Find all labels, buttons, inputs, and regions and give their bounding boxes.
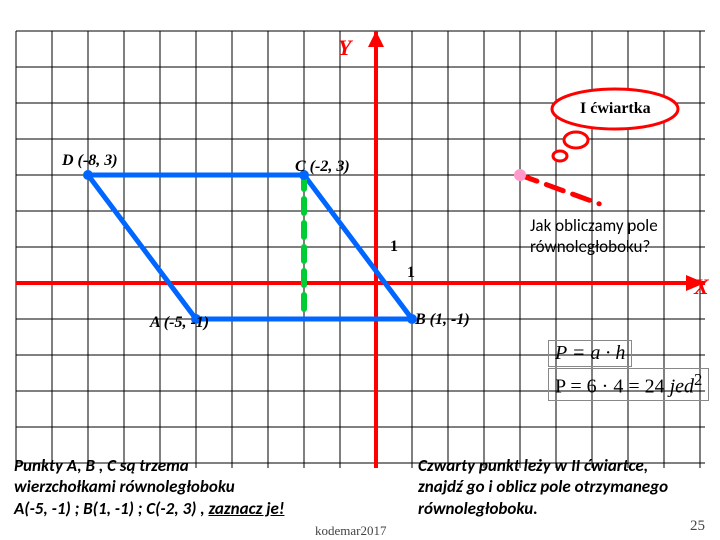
point-label-B: B (1, -1) [415, 311, 470, 329]
axis-label-y: Y [338, 35, 351, 61]
axis-label-x: X [694, 274, 709, 300]
tick-label-1y: 1 [390, 238, 398, 256]
formula-2: P = 6 · 4 = 24 jed2 [548, 368, 709, 401]
footer-left-block: Punkty A, B , C są trzemawierzchołkami r… [14, 455, 404, 519]
page-number: 25 [690, 518, 705, 535]
question-text: Jak obliczamy pole równoległoboku? [530, 215, 710, 258]
point-label-A: A (-5, -1) [150, 314, 209, 332]
quadrant-bubble-text: I ćwiartka [580, 100, 651, 118]
point-label-C: C (-2, 3) [295, 158, 350, 176]
footer-center: kodemar2017 [315, 523, 386, 539]
footer-right-block: Czwarty punkt leży w II ćwiartce,znajdź … [418, 455, 708, 519]
point-label-D: D (-8, 3) [62, 152, 118, 170]
formula-1: P = a · h [548, 340, 632, 367]
tick-label-1x: 1 [407, 264, 415, 282]
